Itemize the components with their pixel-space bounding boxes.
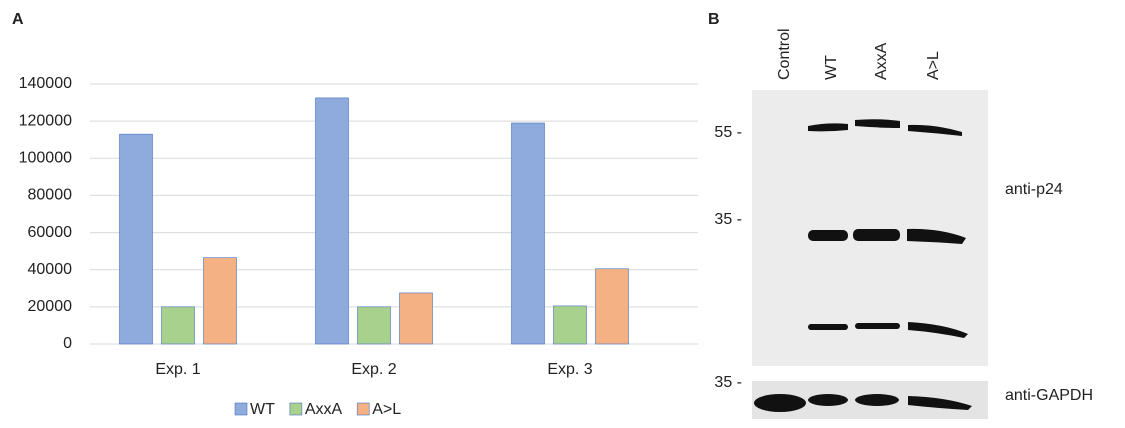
- lane-label: WT: [823, 55, 840, 80]
- mw-marker: 55 -: [714, 124, 742, 141]
- bar: [162, 307, 195, 344]
- legend-swatch: [290, 403, 302, 415]
- figure: A B 0 20000 40000 60000 80000 100000 120000 140…: [0, 0, 1125, 423]
- legend-swatch: [357, 403, 369, 415]
- lane-label: AxxA: [873, 42, 890, 80]
- y-tick-label: 140000: [19, 75, 72, 92]
- y-tick-label: 120000: [19, 112, 72, 129]
- legend-swatch: [235, 403, 247, 415]
- bar: [358, 307, 391, 344]
- antibody-label: anti-GAPDH: [1005, 387, 1093, 404]
- mw-marker: 35 -: [714, 211, 742, 228]
- y-tick-label: 0: [63, 335, 72, 352]
- mw-marker: 35 -: [714, 374, 742, 391]
- x-tick-label: Exp. 2: [351, 361, 396, 378]
- y-tick-label: 80000: [28, 187, 73, 204]
- bar: [512, 123, 545, 344]
- antibody-label: anti-p24: [1005, 181, 1063, 198]
- legend-label: A>L: [372, 401, 401, 418]
- bar: [316, 98, 349, 344]
- legend-label: WT: [250, 401, 275, 418]
- lane-label: A>L: [925, 51, 942, 80]
- x-tick-label: Exp. 1: [155, 361, 200, 378]
- y-tick-label: 40000: [28, 261, 73, 278]
- panel-label: A: [12, 11, 24, 28]
- panel-label: B: [708, 11, 720, 28]
- lane-label: Control: [776, 28, 793, 80]
- blot: [752, 90, 988, 419]
- x-tick-label: Exp. 3: [547, 361, 592, 378]
- bar: [400, 293, 433, 344]
- y-tick-label: 20000: [28, 298, 73, 315]
- y-tick-label: 60000: [28, 224, 73, 241]
- bar: [596, 269, 629, 344]
- y-tick-label: 100000: [19, 150, 72, 167]
- bar: [204, 258, 237, 344]
- bar: [120, 134, 153, 344]
- legend-label: AxxA: [305, 401, 343, 418]
- bar: [554, 306, 587, 344]
